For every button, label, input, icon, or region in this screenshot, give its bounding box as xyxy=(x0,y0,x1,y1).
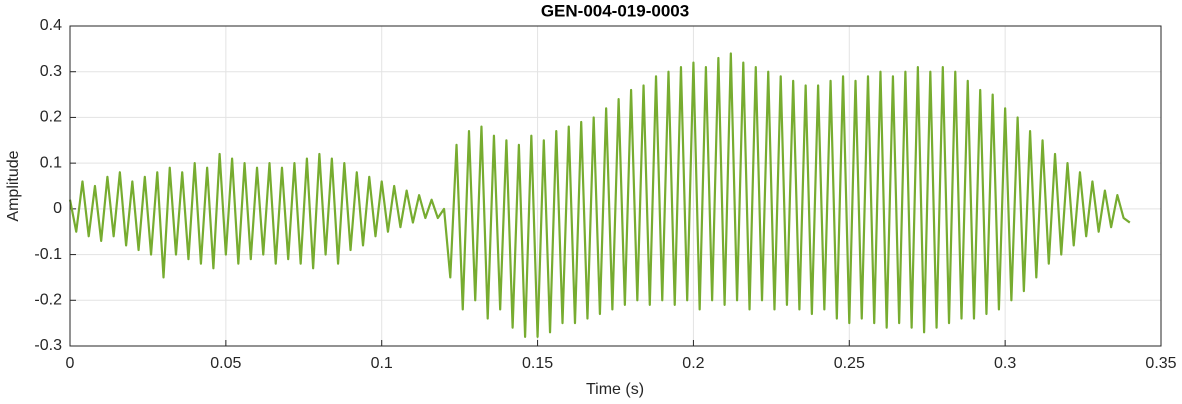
y-tick-label: 0 xyxy=(53,200,62,217)
y-tick-label: -0.1 xyxy=(34,246,62,263)
x-tick-label: 0.35 xyxy=(1145,355,1176,372)
x-tick-label: 0.1 xyxy=(371,355,393,372)
x-tick-label: 0.25 xyxy=(834,355,865,372)
y-tick-label: -0.3 xyxy=(34,337,62,354)
x-axis-label: Time (s) xyxy=(586,381,644,398)
y-tick-label: 0.1 xyxy=(40,154,62,171)
x-tick-label: 0.05 xyxy=(210,355,241,372)
x-tick-label: 0.2 xyxy=(682,355,704,372)
y-tick-label: 0.4 xyxy=(40,17,62,34)
y-axis-label: Amplitude xyxy=(5,150,22,221)
waveform-line xyxy=(68,52,1131,338)
y-tick-label: 0.3 xyxy=(40,63,62,80)
x-tick-label: 0.3 xyxy=(994,355,1016,372)
chart-title: GEN-004-019-0003 xyxy=(541,1,689,20)
y-tick-label: 0.2 xyxy=(40,109,62,126)
y-tick-label: -0.2 xyxy=(34,292,62,309)
plot-frame xyxy=(69,25,1162,347)
x-tick-label: 0.15 xyxy=(522,355,553,372)
x-tick-label: 0 xyxy=(66,355,75,372)
